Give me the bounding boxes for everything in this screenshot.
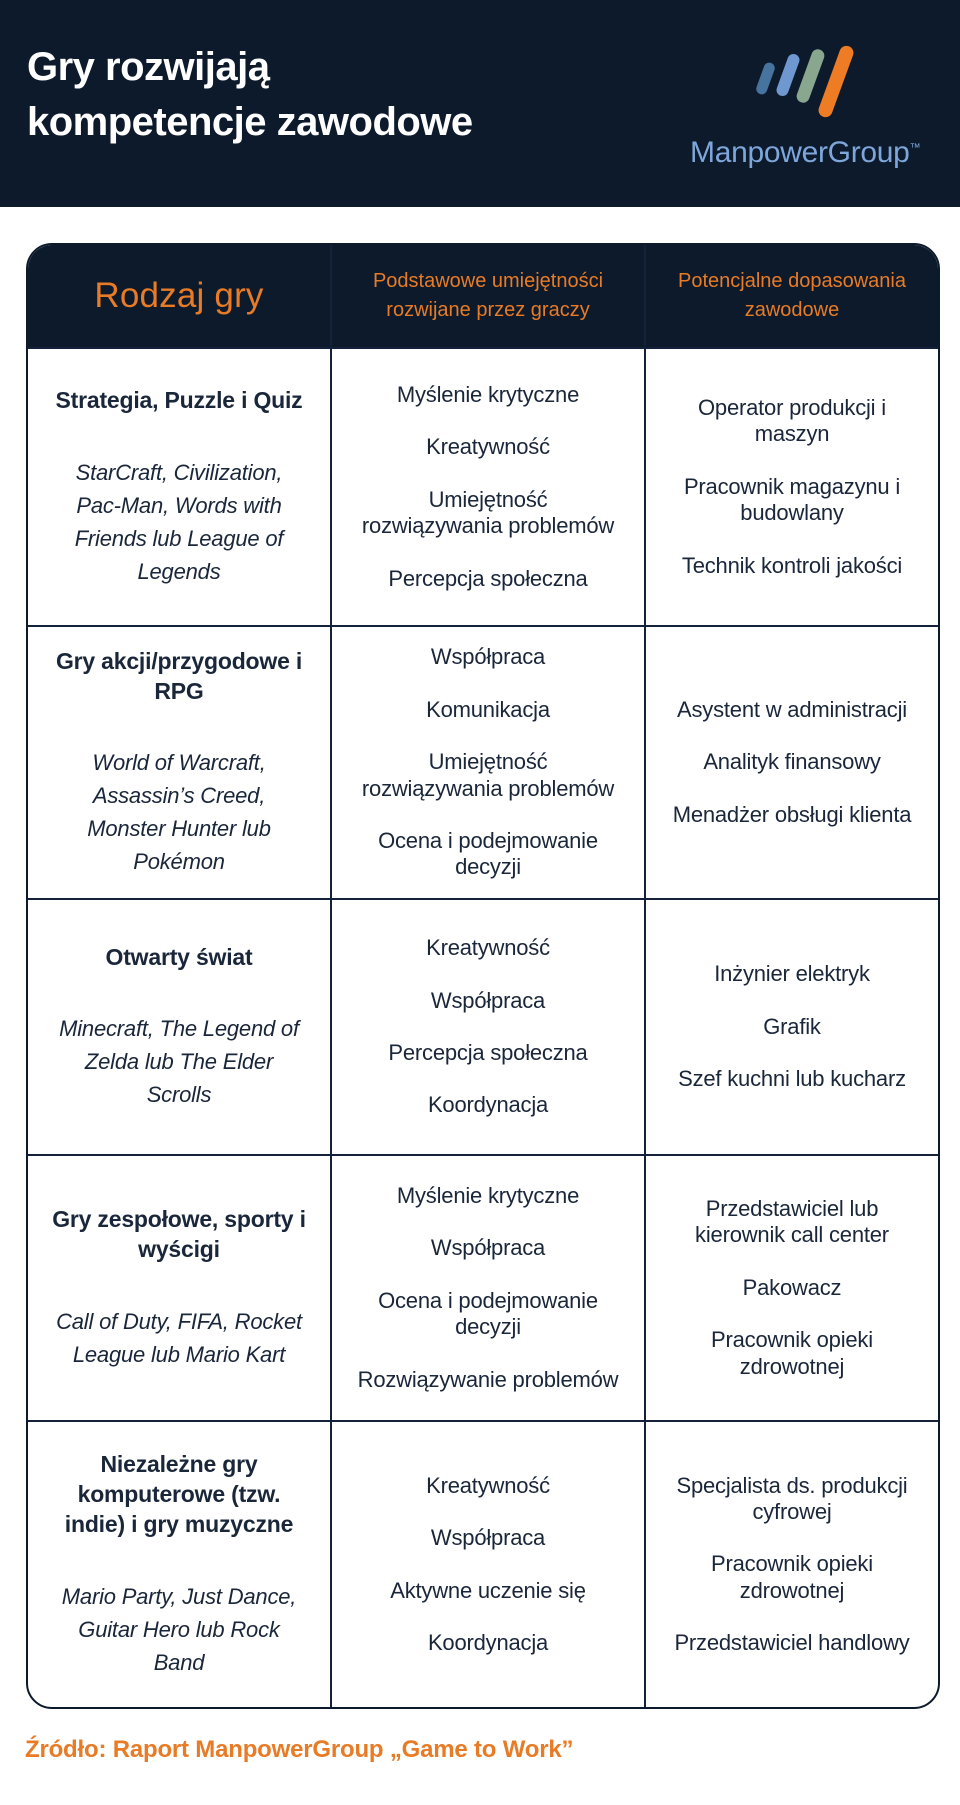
job-item: Pracownik opieki zdrowotnej [711,1551,873,1603]
skill-item: Ocena i podejmowanie decyzji [378,1287,598,1340]
skills-cell: Kreatywność Współpraca Aktywne uczenie s… [330,1420,644,1707]
genre-title: Gry akcji/przygodowe i RPG [55,647,303,704]
skills-cell: Myślenie krytyczne Kreatywność Umiejętno… [330,347,644,625]
skill-item: Rozwiązywanie problemów [357,1366,619,1392]
genre-cell: Otwarty świat Minecraft, The Legend of Z… [28,898,330,1154]
skill-item: Percepcja społeczna [388,565,588,591]
skill-item: Współpraca [430,1235,546,1261]
genre-cell: Gry akcji/przygodowe i RPG World of Warc… [28,625,330,898]
jobs-cell: Specjalista ds. produkcji cyfrowej Praco… [644,1420,938,1707]
skill-item: Umiejętność rozwiązywania problemów [361,486,615,539]
skill-item: Percepcja społeczna [388,1040,588,1065]
skills-cell: Współpraca Komunikacja Umiejętność rozwi… [330,625,644,898]
games-skills-jobs-table: Rodzaj gry Podstawowe umiejętności rozwi… [26,243,940,1709]
column-header-game-type: Rodzaj gry [28,245,330,347]
genre-title: Gry zespołowe, sporty i wyścigi [52,1206,306,1262]
job-item: Grafik [763,1013,821,1039]
job-item: Szef kuchni lub kucharz [678,1066,906,1092]
header-banner: Gry rozwijają kompetencje zawodowe Manpo… [0,0,960,207]
genre-cell: Niezależne gry komputerowe (tzw. indie) … [28,1420,330,1707]
manpowergroup-logo: ManpowerGroup™ [690,36,921,176]
column-header-job-matches: Potencjalne dopasowania zawodowe [644,245,938,347]
job-item: Operator produkcji i maszyn [698,395,886,447]
source-note: Źródło: Raport ManpowerGroup „Game to Wo… [25,1736,574,1763]
skill-item: Współpraca [430,987,546,1013]
job-item: Analityk finansowy [703,749,881,775]
skill-item: Współpraca [430,644,546,670]
job-item: Pracownik opieki zdrowotnej [711,1327,873,1379]
genre-examples: Mario Party, Just Dance, Guitar Hero lub… [61,1583,297,1675]
skills-cell: Myślenie krytyczne Współpraca Ocena i po… [330,1154,644,1420]
jobs-cell: Operator produkcji i maszyn Pracownik ma… [644,347,938,625]
skill-item: Aktywne uczenie się [390,1577,586,1603]
skill-item: Myślenie krytyczne [396,1183,580,1209]
skills-cell: Kreatywność Współpraca Percepcja społecz… [330,898,644,1154]
column-header-skills: Podstawowe umiejętności rozwijane przez … [330,245,644,347]
jobs-cell: Przedstawiciel lub kierownik call center… [644,1154,938,1420]
logo-wordmark: ManpowerGroup™ [690,136,921,170]
genre-title: Strategia, Puzzle i Quiz [55,387,303,414]
page-title-line1: Gry rozwijają [27,45,270,89]
skill-item: Koordynacja [427,1092,549,1118]
skill-item: Kreatywność [426,434,550,460]
skill-item: Współpraca [430,1525,546,1551]
skill-item: Kreatywność [426,935,550,961]
job-item: Inżynier elektryk [714,961,870,987]
genre-examples: Minecraft, The Legend of Zelda lub The E… [59,1016,299,1108]
logo-wordmark-text: ManpowerGroup [690,136,910,169]
jobs-cell: Asystent w administracji Analityk finans… [644,625,938,898]
job-item: Przedstawiciel handlowy [674,1630,910,1656]
genre-title: Otwarty świat [105,943,253,970]
genre-title: Niezależne gry komputerowe (tzw. indie) … [64,1451,294,1537]
job-item: Przedstawiciel lub kierownik call center [695,1196,889,1248]
jobs-cell: Inżynier elektryk Grafik Szef kuchni lub… [644,898,938,1154]
job-item: Pracownik magazynu i budowlany [683,473,901,526]
skill-item: Koordynacja [427,1629,549,1655]
trademark-symbol: ™ [909,142,921,154]
skill-item: Myślenie krytyczne [396,382,580,408]
job-item: Pakowacz [742,1274,842,1300]
skill-item: Kreatywność [426,1472,550,1498]
logo-bar-icon [754,61,777,96]
page-title-line2: kompetencje zawodowe [27,100,473,144]
genre-cell: Strategia, Puzzle i Quiz StarCraft, Civi… [28,347,330,625]
skill-item: Komunikacja [426,696,550,722]
genre-examples: Call of Duty, FIFA, Rocket League lub Ma… [56,1308,302,1367]
job-item: Specjalista ds. produkcji cyfrowej [676,1472,908,1524]
page-title: Gry rozwijają kompetencje zawodowe [27,40,473,150]
job-item: Asystent w administracji [677,696,907,722]
job-item: Menadżer obsługi klienta [672,801,912,827]
job-item: Technik kontroli jakości [681,552,903,578]
skill-item: Ocena i podejmowanie decyzji [378,827,598,880]
genre-examples: World of Warcraft, Assassin’s Creed, Mon… [87,750,271,875]
genre-examples: StarCraft, Civilization, Pac-Man, Words … [74,459,284,584]
skill-item: Umiejętność rozwiązywania problemów [361,749,615,801]
logo-bar-icon [794,47,827,105]
genre-cell: Gry zespołowe, sporty i wyścigi Call of … [28,1154,330,1420]
